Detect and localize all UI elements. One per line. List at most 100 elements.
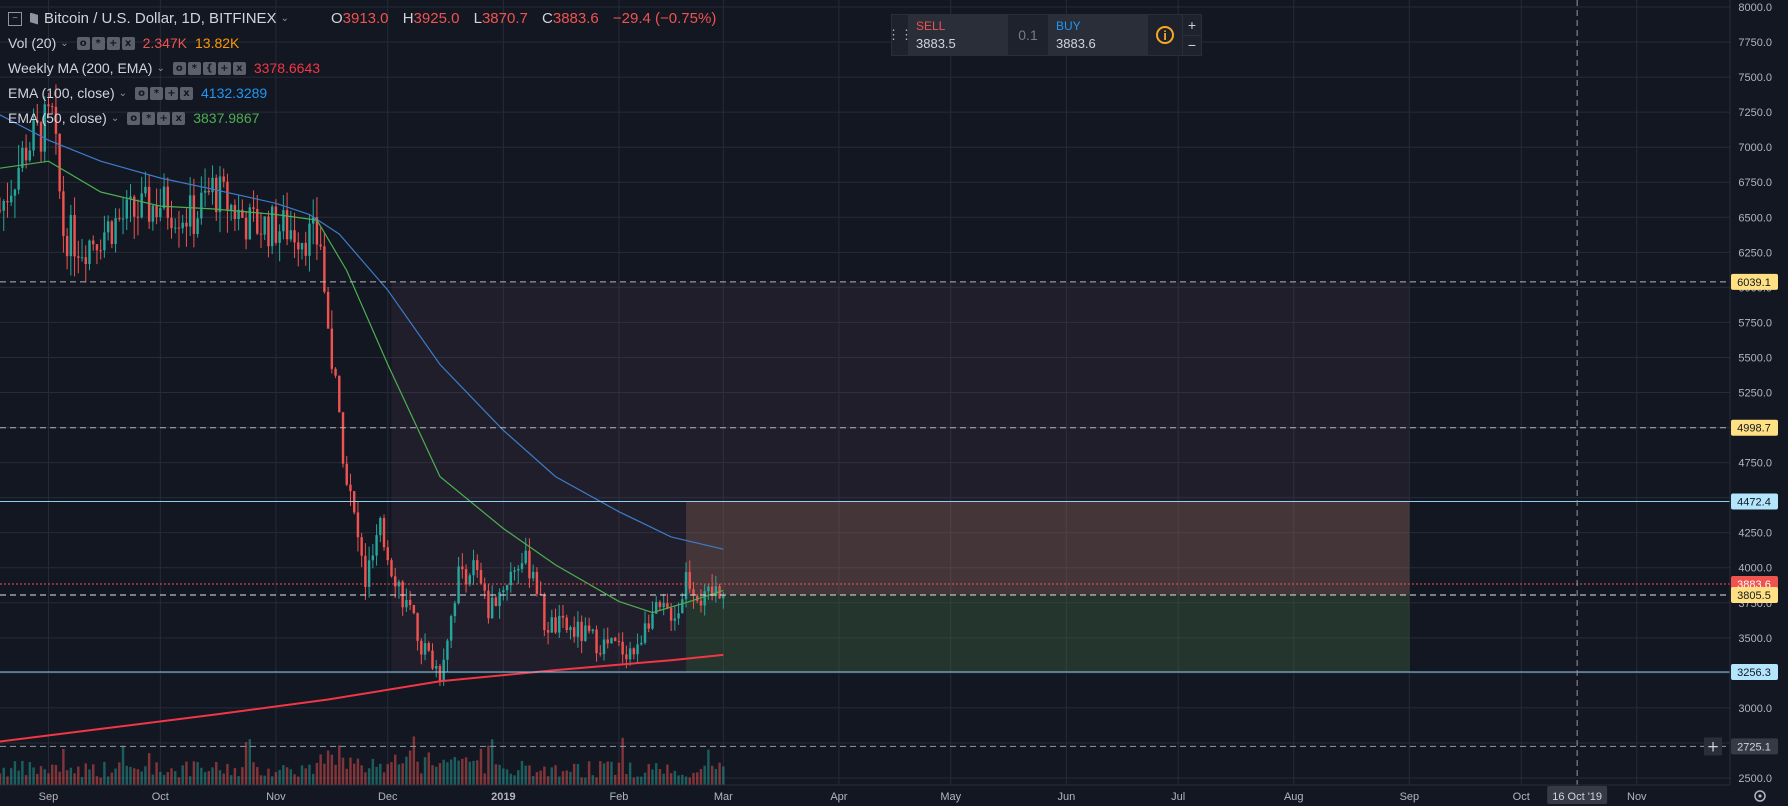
- chevron-down-icon[interactable]: ⌄: [156, 63, 165, 74]
- candle-body: [248, 207, 252, 240]
- candle-body: [203, 190, 207, 193]
- candle-body: [36, 120, 39, 123]
- volume-bar: [673, 770, 677, 785]
- candle-body: [192, 195, 196, 234]
- volume-bar: [263, 775, 266, 785]
- info-button[interactable]: i: [1148, 15, 1182, 55]
- indicator-row-ema-100[interactable]: EMA (100, close) ⌄ o * + x 4132.3289: [8, 81, 726, 106]
- candle-body: [32, 120, 35, 151]
- volume-bar: [218, 770, 222, 785]
- indicator-row-weekly-ma[interactable]: Weekly MA (200, EMA) ⌄ o *{+ x 3378.6643: [8, 56, 726, 81]
- candle-body: [24, 147, 28, 161]
- candle-body: [311, 217, 315, 224]
- candle-body: [88, 240, 91, 265]
- crosshair-price-badge: [1731, 738, 1778, 755]
- candle-body: [17, 167, 20, 190]
- volume-bar: [110, 772, 114, 785]
- price-badge: [1731, 273, 1778, 290]
- volume-bar: [602, 763, 606, 785]
- gear-icon[interactable]: *: [187, 62, 201, 75]
- volume-bar: [256, 766, 259, 785]
- candle-body: [595, 629, 598, 654]
- candle-body: [621, 641, 624, 655]
- eye-icon[interactable]: o: [135, 87, 148, 100]
- volume-bar: [114, 768, 117, 785]
- sell-button[interactable]: SELL 3883.5: [908, 15, 1008, 55]
- close-icon[interactable]: x: [172, 112, 186, 125]
- close-icon[interactable]: x: [180, 87, 193, 100]
- collapse-legend-icon[interactable]: −: [8, 11, 22, 26]
- volume-bar: [502, 768, 505, 785]
- close-icon[interactable]: x: [121, 37, 135, 50]
- flag-icon[interactable]: [30, 12, 38, 25]
- volume-bar: [352, 763, 356, 785]
- price-badge-label: 6039.1: [1737, 277, 1771, 289]
- time-axis[interactable]: Sep Oct Nov Dec 2019 Feb Mar Apr May Jun Jul Aug Sep…: [0, 784, 1766, 804]
- gear-icon[interactable]: *: [150, 87, 163, 100]
- volume-bar: [62, 748, 65, 785]
- candle-body: [535, 571, 539, 594]
- indicator-name[interactable]: Weekly MA (200, EMA): [8, 60, 153, 76]
- candle-body: [319, 244, 322, 247]
- gear-icon[interactable]: *: [142, 112, 156, 125]
- candle-body: [77, 256, 80, 258]
- more-icon[interactable]: +: [165, 87, 178, 100]
- gear-icon[interactable]: *: [91, 37, 105, 50]
- volume-bar: [170, 768, 173, 785]
- chevron-down-icon[interactable]: ⌄: [280, 13, 289, 24]
- volume-bar: [498, 764, 501, 785]
- symbol-title[interactable]: Bitcoin / U.S. Dollar, 1D, BITFINEX: [44, 10, 277, 27]
- settings-gear-icon[interactable]: [1754, 790, 1766, 802]
- volume-bar: [472, 760, 475, 785]
- candle-body: [181, 222, 184, 229]
- candle-body: [99, 250, 102, 252]
- close-icon[interactable]: x: [232, 62, 246, 75]
- volume-bar: [9, 768, 13, 785]
- price-axis[interactable]: 2500.02750.03000.03250.03500.03750.04000…: [1729, 0, 1788, 806]
- eye-icon[interactable]: o: [172, 62, 186, 75]
- chevron-down-icon[interactable]: ⌄: [118, 88, 127, 99]
- candle-body: [580, 621, 583, 641]
- candle-body: [513, 570, 516, 572]
- quantity-field[interactable]: 0.1: [1018, 27, 1038, 43]
- crosshair-plus-button: [1704, 737, 1722, 756]
- drag-handle-icon[interactable]: ⋮⋮: [887, 27, 913, 42]
- volume-bar: [580, 777, 583, 785]
- increase-button[interactable]: +: [1187, 16, 1197, 33]
- candle-body: [237, 209, 240, 220]
- time-tick-label: Oct: [1513, 791, 1530, 803]
- volume-bar: [177, 777, 181, 785]
- candle-body: [244, 217, 248, 240]
- more-icon[interactable]: +: [157, 112, 171, 125]
- candle-body: [487, 590, 490, 619]
- candle-body: [423, 643, 427, 655]
- more-icon[interactable]: +: [217, 62, 231, 75]
- indicator-name[interactable]: Vol (20): [8, 35, 57, 51]
- quantity-stepper[interactable]: + −: [1182, 15, 1201, 55]
- candle-body: [531, 571, 535, 579]
- decrease-button[interactable]: −: [1183, 34, 1201, 56]
- chevron-down-icon[interactable]: ⌄: [110, 113, 120, 124]
- indicator-name[interactable]: EMA (50, close): [8, 110, 107, 126]
- eye-icon[interactable]: o: [76, 37, 90, 50]
- eye-icon[interactable]: o: [127, 112, 141, 125]
- buy-button[interactable]: BUY 3883.6: [1048, 15, 1148, 55]
- chevron-down-icon[interactable]: ⌄: [60, 38, 69, 49]
- buy-sell-panel: ⋮⋮ SELL 3883.5 0.1 BUY 3883.6 i + −: [887, 14, 1202, 56]
- more-icon[interactable]: +: [106, 37, 120, 50]
- volume-bar: [696, 772, 699, 785]
- price-tick-label: 4250.0: [1738, 528, 1772, 540]
- indicator-name[interactable]: EMA (100, close): [8, 85, 115, 101]
- source-code-icon[interactable]: {: [202, 62, 216, 75]
- indicator-row-ema-50[interactable]: EMA (50, close) ⌄ o * + x 3837.9867: [8, 106, 726, 131]
- indicator-row-volume[interactable]: Vol (20) ⌄ o * + x 2.347K 13.82K: [8, 31, 726, 56]
- candle-body: [103, 232, 106, 251]
- volume-bar: [99, 777, 102, 785]
- volume-bar: [464, 757, 468, 785]
- candle-body: [632, 648, 636, 655]
- volume-bar: [487, 745, 490, 785]
- zone-rect: [686, 594, 1410, 672]
- candle-body: [435, 666, 438, 669]
- volume-bar: [423, 757, 427, 785]
